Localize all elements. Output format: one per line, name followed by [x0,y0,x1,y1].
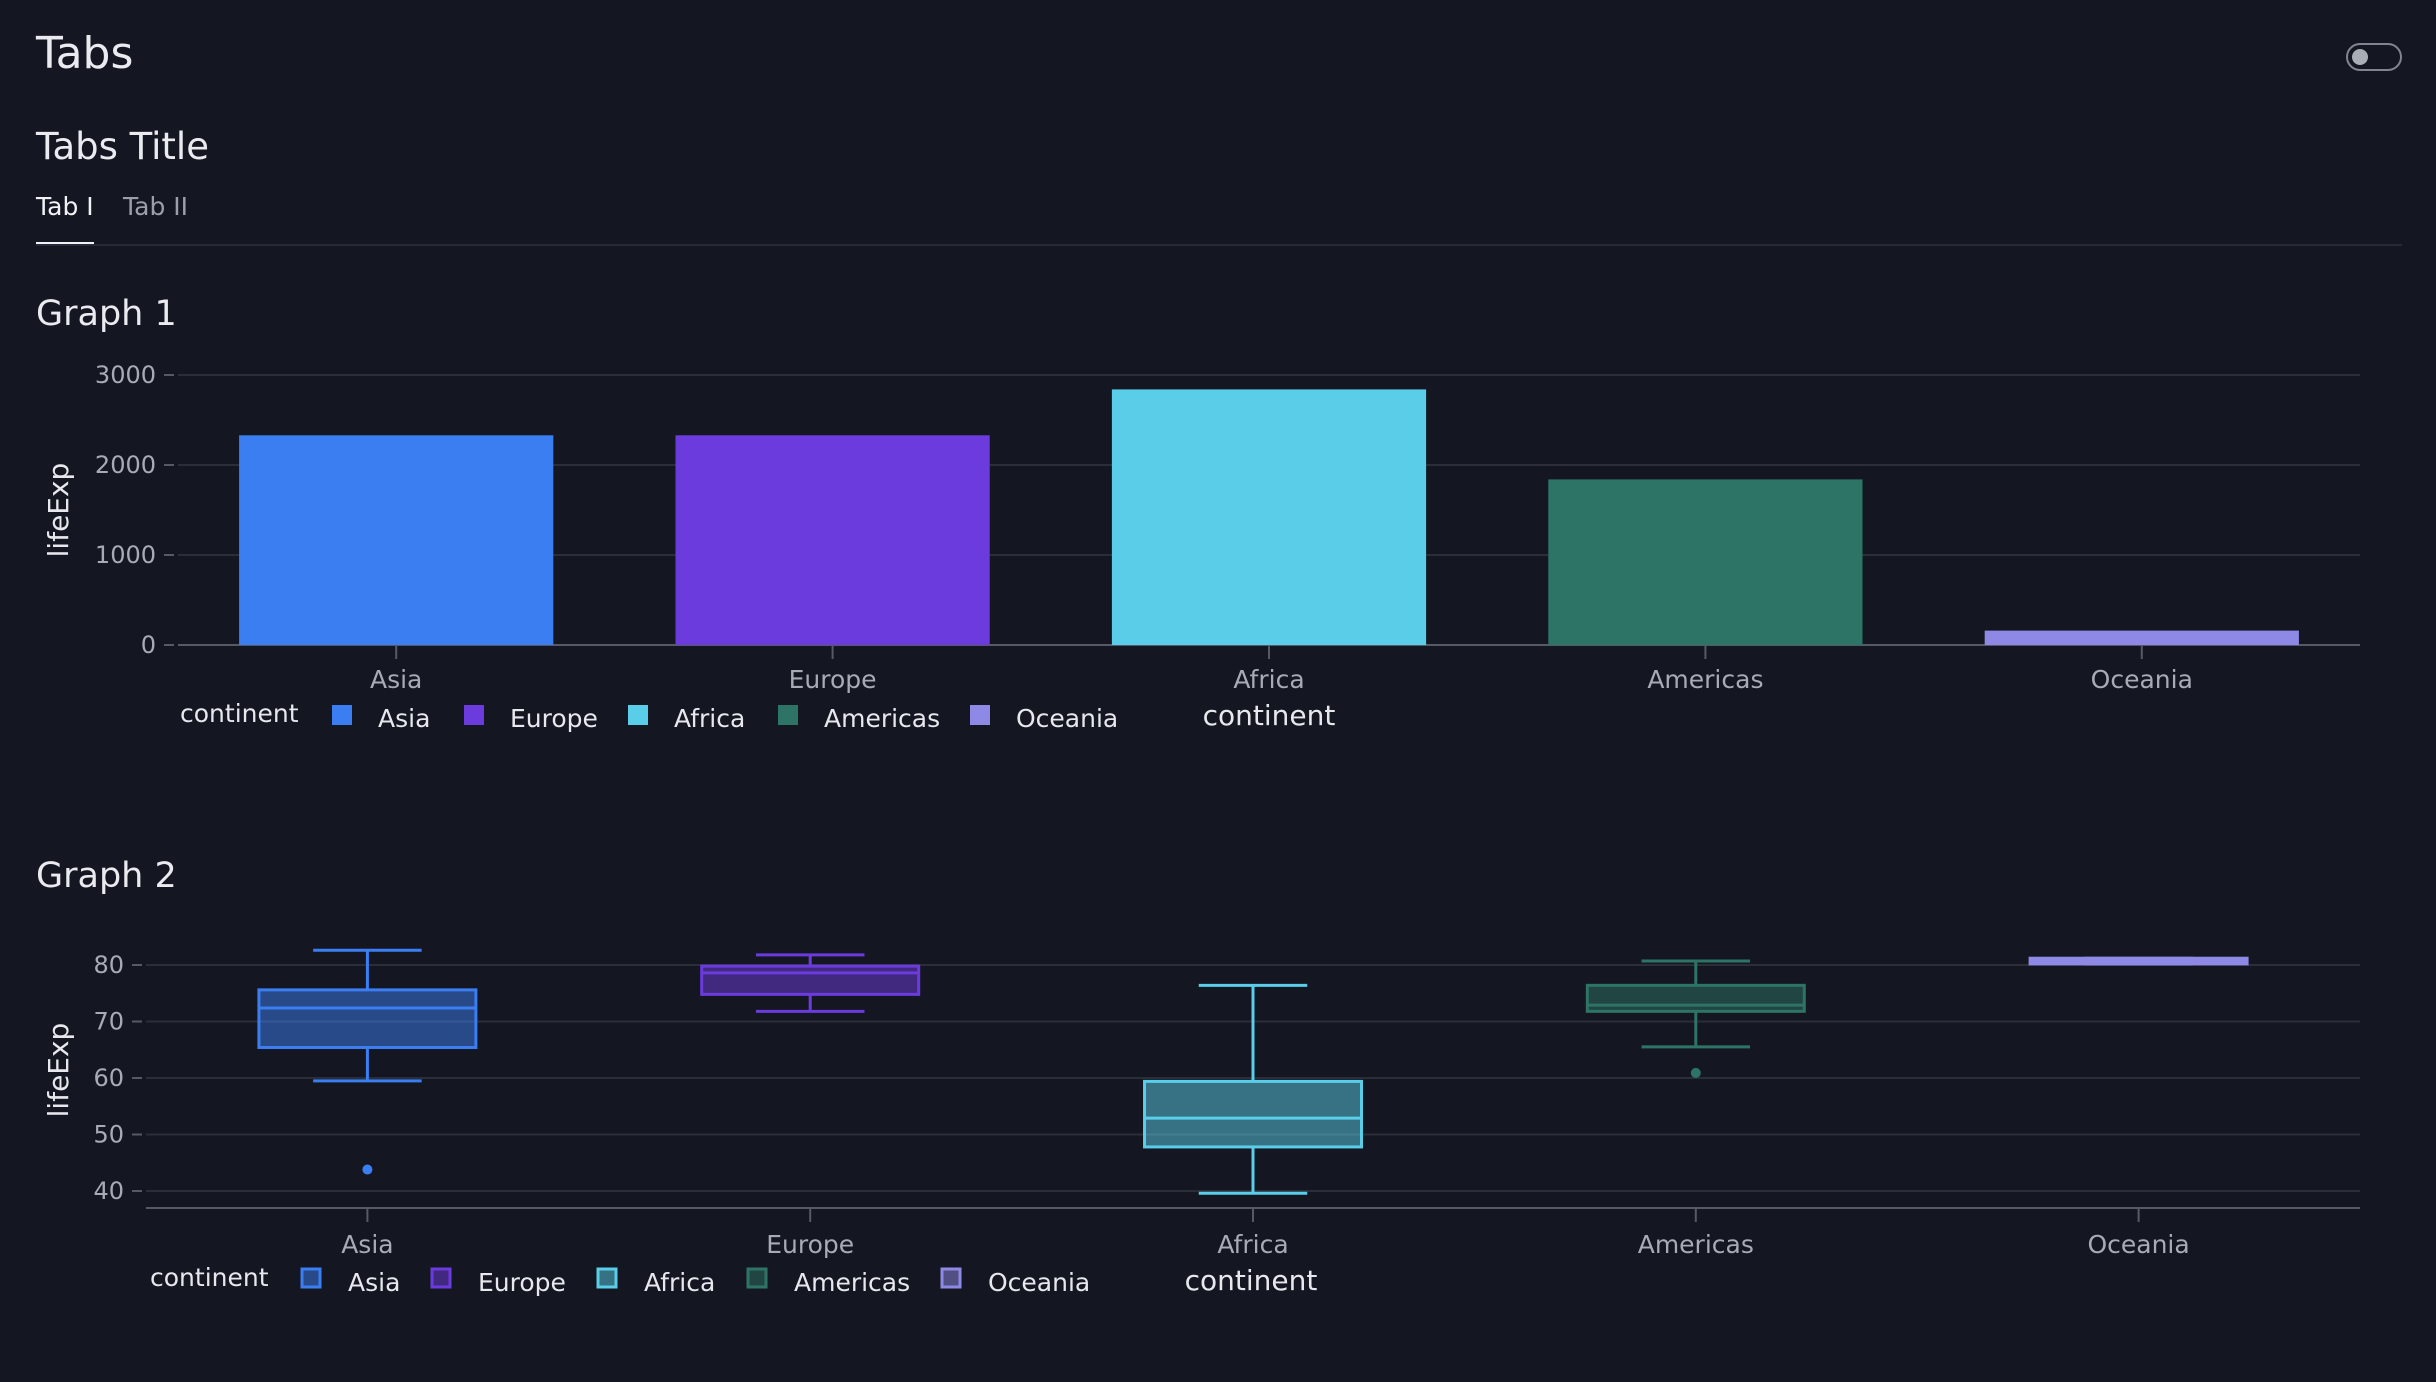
xtick-label-americas: Americas [1647,665,1763,694]
xtick-label-americas: Americas [1638,1230,1754,1259]
legend-swatch-americas [746,1267,768,1289]
legend-swatch-europe [430,1267,452,1289]
xtick-label-asia: Asia [370,665,422,694]
legend-swatch-asia [300,1267,322,1289]
active-tab-indicator [36,242,94,244]
ytick-label-1000: 1000 [95,541,156,569]
xtick-label-africa: Africa [1217,1230,1288,1259]
y-axis-title: lifeExp [42,463,75,558]
ytick-label-80: 80 [93,951,124,979]
box-africa [1143,1079,1363,1149]
ytick-label-70: 70 [93,1008,124,1036]
xtick-label-europe: Europe [766,1230,854,1259]
theme-toggle[interactable] [2346,43,2402,71]
outlier-americas-0 [1690,1067,1701,1078]
ytick-label-40: 40 [93,1177,124,1205]
legend-label-americas: Americas [794,1268,910,1297]
ytick-label-60: 60 [93,1064,124,1092]
legend-title: continent [150,1263,269,1292]
outlier-asia-0 [362,1164,373,1175]
legend-label-americas: Americas [824,704,940,733]
legend-label-asia: Asia [348,1268,400,1297]
bar-oceania [1984,630,2299,645]
legend-label-europe: Europe [478,1268,566,1297]
bar-asia [239,435,554,645]
bar-africa [1111,389,1427,645]
xtick-label-oceania: Oceania [2091,665,2193,694]
legend-label-asia: Asia [378,704,430,733]
y-axis-title: lifeExp [42,1023,75,1118]
legend-swatch-oceania [970,705,990,725]
legend-label-africa: Africa [674,704,745,733]
graph1-chart[interactable]: 0 1000 2000 3000 Asia Europe Africa Americas Oce… [0,340,2436,760]
legend-label-oceania: Oceania [1016,704,1118,733]
legend-swatch-africa [628,705,648,725]
x-axis-title: continent [1185,1264,1318,1297]
xtick-label-europe: Europe [789,665,877,694]
graph2-chart[interactable]: 40 50 60 70 80 Asia Europe Africa Americas Oceani… [0,920,2436,1320]
tab-bar: Tab I Tab II [36,188,2402,246]
box-americas [1585,983,1806,1013]
legend-label-africa: Africa [644,1268,715,1297]
ytick-label-2000: 2000 [95,451,156,479]
legend-swatch-africa [596,1267,618,1289]
toggle-knob [2352,49,2368,65]
legend-swatch-americas [778,705,798,725]
xtick-label-asia: Asia [341,1230,393,1259]
graph2-title: Graph 2 [36,856,177,896]
legend-title: continent [180,699,299,728]
tab-ii[interactable]: Tab II [123,192,189,221]
xtick-label-oceania: Oceania [2087,1230,2189,1259]
page-title: Tabs [36,28,134,79]
bar-europe [675,435,990,645]
legend-label-europe: Europe [510,704,598,733]
legend-swatch-europe [464,705,484,725]
ytick-label-0: 0 [141,631,156,659]
bar-americas [1548,479,1863,645]
legend-swatch-asia [332,705,352,725]
xtick-label-africa: Africa [1233,665,1304,694]
ytick-label-50: 50 [93,1121,124,1149]
legend-swatch-oceania [940,1267,962,1289]
box-europe [700,964,921,996]
tab-i[interactable]: Tab I [36,192,94,221]
box-asia [257,988,478,1049]
tabs-title: Tabs Title [36,125,209,168]
x-axis-title: continent [1203,699,1336,732]
graph1-title: Graph 1 [36,294,177,334]
ytick-label-3000: 3000 [95,361,156,389]
legend-label-oceania: Oceania [988,1268,1090,1297]
